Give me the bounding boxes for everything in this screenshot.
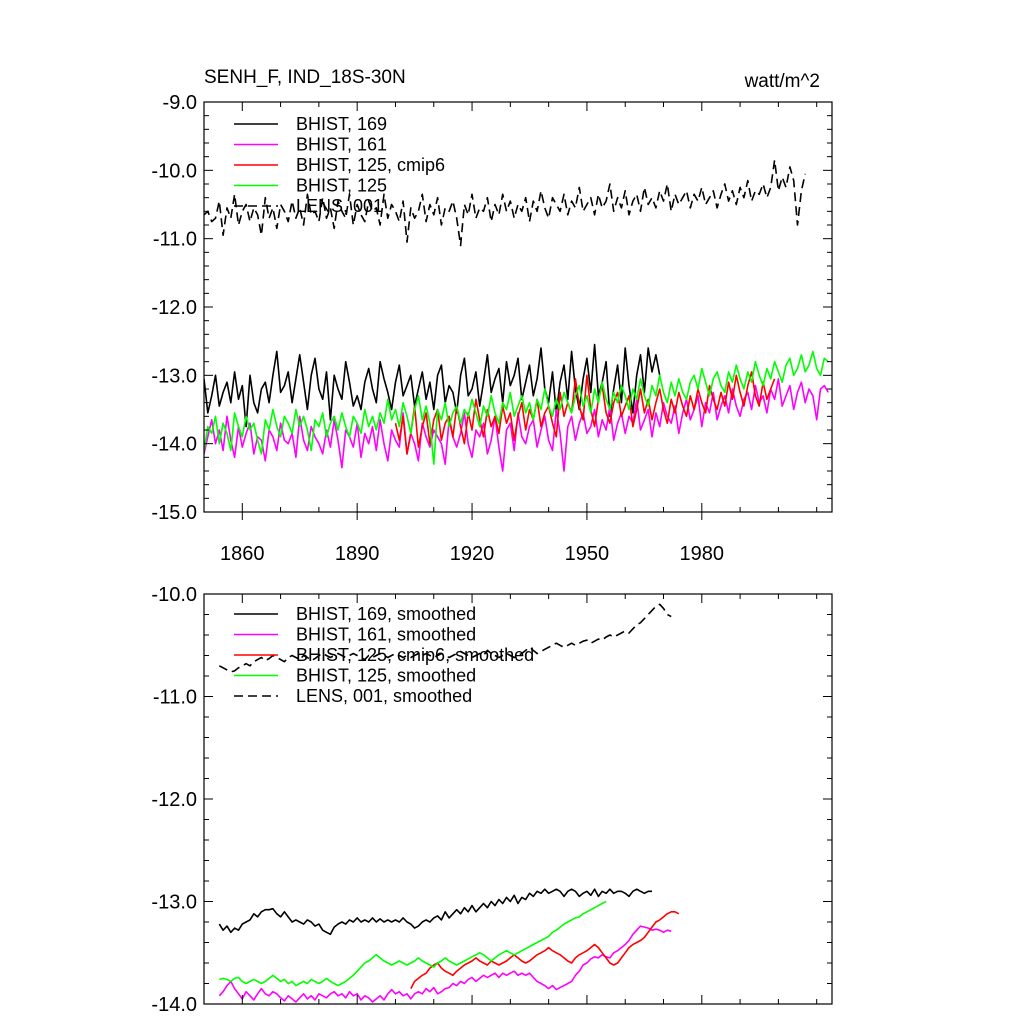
x-tick-label: 1950: [565, 543, 610, 565]
series-line-0: [218, 888, 652, 936]
legend-label: BHIST, 125, smoothed: [296, 666, 476, 686]
x-tick-label: 1890: [335, 543, 380, 565]
x-tick-label: 1860: [220, 543, 265, 565]
y-tick-label: -14.0: [151, 434, 197, 456]
series-line-0: [204, 343, 661, 428]
series-line-4: [204, 159, 806, 247]
legend-label: BHIST, 125: [296, 176, 387, 196]
series-line-4: [218, 603, 672, 673]
legend-label: BHIST, 161, smoothed: [296, 625, 476, 645]
plot-area: [204, 159, 829, 472]
x-tick-label: 1920: [450, 543, 495, 565]
y-tick-label: -12.0: [151, 789, 197, 811]
series-line-1: [218, 925, 672, 1003]
series-line-3: [204, 350, 829, 466]
y-tick-label: -13.0: [151, 892, 197, 914]
y-tick-label: -11.0: [153, 687, 197, 709]
legend-label: BHIST, 169: [296, 114, 387, 134]
y-tick-label: -9.0: [163, 92, 197, 114]
y-tick-label: -10.0: [151, 584, 197, 606]
y-tick-label: -12.0: [151, 297, 197, 319]
legend-label: BHIST, 125, cmip6: [296, 155, 445, 175]
y-tick-label: -13.0: [151, 365, 197, 387]
y-tick-label: -11.0: [153, 229, 197, 251]
plot-area: [218, 603, 680, 1003]
x-tick-label: 1980: [680, 543, 725, 565]
legend-label: LENS, 001, smoothed: [296, 686, 472, 706]
series-line-3: [219, 900, 607, 987]
series-line-2: [410, 910, 680, 989]
legend-label: BHIST, 125, cmip6, smoothed: [296, 645, 534, 665]
legend-label: BHIST, 161: [296, 135, 387, 155]
y-tick-label: -14.0: [151, 994, 197, 1016]
legend-label: LENS, 001: [296, 196, 383, 216]
chart-units: watt/m^2: [744, 71, 820, 92]
top-chart-panel: SENH_F, IND_18S-30N watt/m^2 -15.0 -14.0 -…: [151, 67, 833, 565]
chart-title: SENH_F, IND_18S-30N: [204, 67, 406, 88]
y-tick-label: -15.0: [151, 502, 197, 524]
y-tick-label: -10.0: [151, 160, 197, 182]
legend-label: BHIST, 169, smoothed: [296, 604, 476, 624]
bottom-chart-panel: -14.0 -13.0 -12.0 -11.0 -10.0 BHIST, 169, smo…: [151, 584, 833, 1016]
